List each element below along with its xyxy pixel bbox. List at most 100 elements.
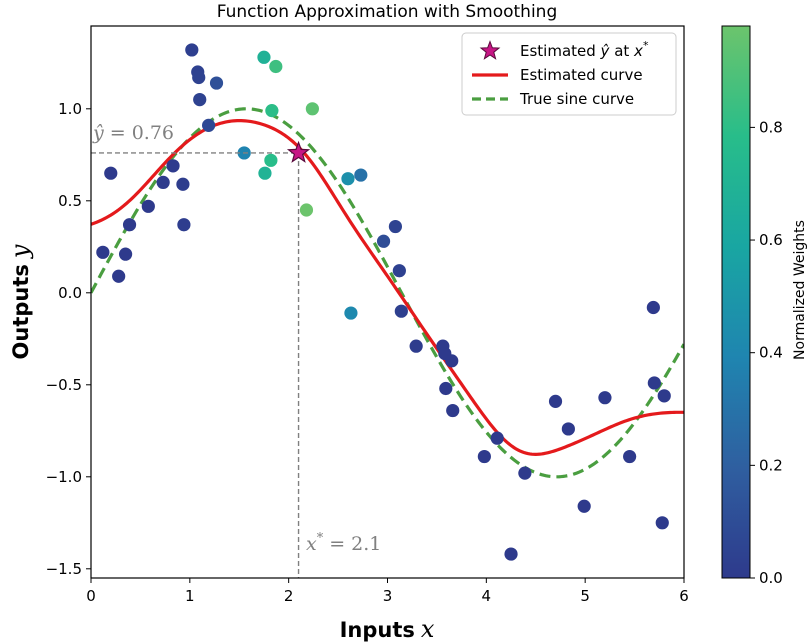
colorbar-ticks: 0.0 0.2 0.4 0.6 0.8 [750, 118, 783, 587]
x-star-superscript: * [317, 531, 324, 546]
scatter-point-43 [577, 499, 591, 513]
scatter-point-20 [265, 104, 279, 118]
colorbar-tick-label-1: 0.2 [759, 456, 783, 474]
scatter-point-34 [439, 381, 453, 396]
scatter-point-21 [269, 59, 283, 74]
scatter-point-19 [264, 153, 278, 167]
scatter-point-22 [299, 203, 314, 217]
scatter-point-0 [96, 245, 110, 259]
scatter-point-3 [118, 247, 133, 261]
legend: Estimated ŷ at x* Estimated curve True s… [461, 32, 677, 116]
legend-box [461, 32, 677, 116]
plot-background [91, 26, 684, 578]
scatter-point-45 [623, 449, 637, 464]
x-tick-label-3: 3 [383, 587, 393, 605]
scatter-point-7 [166, 159, 180, 173]
x-star-symbol: x [306, 533, 317, 555]
x-star-value: = 2.1 [329, 533, 381, 555]
scatter-point-5 [141, 199, 155, 213]
y-axis-ticks: −1.5 −1.0 −0.5 0.0 0.5 1.0 [46, 100, 91, 578]
scatter-point-36 [446, 403, 460, 418]
y-tick-label-4: 0.5 [58, 192, 82, 210]
scatter-point-8 [176, 177, 190, 191]
scatter-point-28 [388, 219, 403, 234]
scatter-points [96, 43, 671, 561]
scatter-point-40 [518, 466, 532, 480]
colorbar-tick-label-4: 0.8 [759, 118, 783, 136]
scatter-point-24 [341, 172, 355, 186]
legend-label-estimated: Estimated curve [520, 66, 643, 84]
estimated-curve [91, 119, 684, 456]
y-hat-symbol: ŷ [92, 122, 104, 144]
legend-label-true: True sine curve [519, 90, 634, 108]
scatter-point-27 [376, 234, 391, 248]
y-tick-label-1: −1.0 [46, 468, 82, 486]
x-star-annotation: x* = 2.1 [306, 531, 381, 555]
y-tick-label-0: −1.5 [46, 560, 82, 578]
y-axis-label-text: Outputs [9, 264, 33, 359]
curves-group [91, 107, 684, 479]
colorbar-tick-label-2: 0.4 [759, 344, 783, 362]
estimate-star-group [286, 140, 311, 163]
x-tick-label-0: 0 [86, 587, 96, 605]
y-tick-label-3: 0.0 [58, 284, 82, 302]
scatter-point-10 [185, 43, 199, 57]
legend-star-x: x [633, 42, 643, 60]
true-sine-curve [91, 107, 684, 479]
x-tick-label-2: 2 [284, 587, 294, 605]
colorbar-tick-label-0: 0.0 [759, 569, 783, 587]
colorbar-label: Normalized Weights [792, 220, 808, 360]
colorbar-tick-label-3: 0.6 [759, 231, 783, 249]
x-tick-label-4: 4 [482, 587, 492, 605]
legend-label-star: Estimated ŷ at x* [520, 39, 649, 60]
y-axis-label-symbol: y [6, 244, 34, 259]
colorbar: 0.0 0.2 0.4 0.6 0.8 Normalized Weights [721, 25, 808, 587]
x-axis-label: Inputs x [340, 615, 435, 643]
legend-star-pre: Estimated [520, 42, 601, 60]
scatter-point-39 [504, 547, 518, 561]
legend-star-sym: ŷ [600, 42, 611, 60]
x-axis-label-symbol: x [421, 615, 435, 643]
scatter-point-31 [409, 339, 423, 353]
scatter-point-6 [156, 175, 170, 189]
scatter-point-35 [445, 354, 459, 368]
scatter-point-17 [257, 50, 271, 64]
legend-star-mid: at [609, 42, 634, 60]
x-axis-label-text: Inputs [340, 618, 415, 642]
scatter-point-42 [561, 422, 575, 436]
scatter-point-30 [394, 304, 408, 318]
scatter-point-2 [112, 269, 126, 283]
scatter-point-18 [258, 166, 272, 180]
scatter-point-4 [122, 218, 137, 232]
scatter-point-49 [657, 389, 671, 403]
scatter-point-48 [655, 516, 669, 530]
x-tick-label-5: 5 [580, 587, 590, 605]
scatter-point-44 [598, 391, 612, 405]
scatter-point-14 [202, 118, 216, 132]
legend-star-sup: * [643, 39, 649, 52]
scatter-point-15 [209, 76, 224, 90]
scatter-point-37 [477, 449, 491, 464]
legend-star-marker [479, 40, 501, 60]
chart-title: Function Approximation with Smoothing [217, 2, 558, 22]
scatter-point-23 [305, 102, 319, 116]
scatter-point-46 [646, 300, 660, 315]
guide-lines [91, 152, 300, 578]
estimated-point-star [286, 140, 311, 163]
scatter-point-12 [192, 70, 206, 85]
colorbar-gradient [721, 25, 751, 579]
scatter-point-1 [104, 166, 118, 180]
y-hat-annotation: ŷ = 0.76 [92, 122, 174, 144]
scatter-point-13 [193, 93, 207, 107]
scatter-point-25 [344, 306, 358, 320]
scatter-point-26 [354, 168, 368, 182]
x-axis-ticks: 0 1 2 3 4 5 6 [86, 578, 689, 605]
y-tick-label-5: 1.0 [58, 100, 82, 118]
x-tick-label-1: 1 [185, 587, 195, 605]
scatter-point-47 [647, 376, 661, 390]
y-hat-value: = 0.76 [110, 122, 174, 144]
y-axis-label: Outputs y [6, 244, 34, 359]
scatter-point-9 [177, 218, 191, 232]
